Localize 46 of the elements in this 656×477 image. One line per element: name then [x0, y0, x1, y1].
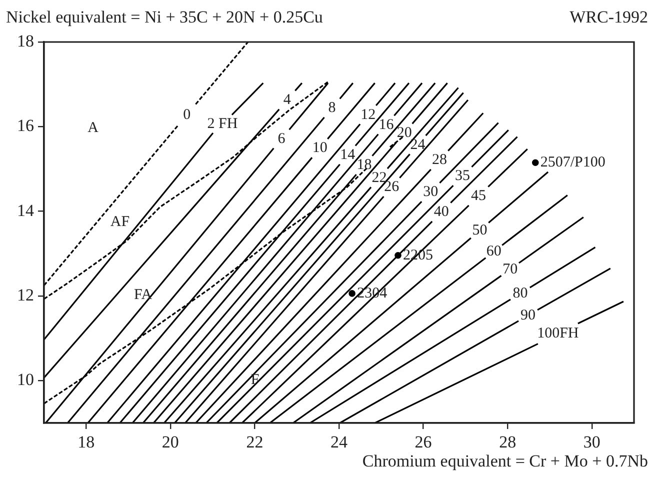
- series-label: 90: [520, 307, 536, 324]
- series-label: 16: [378, 116, 394, 133]
- annotation: AF: [110, 214, 130, 230]
- y-tick-label: 18: [17, 31, 34, 50]
- series-label: 28: [432, 152, 448, 168]
- series-label: 30: [423, 184, 438, 200]
- annotation: 2507/P100: [540, 154, 606, 171]
- series-label: 22: [372, 170, 387, 186]
- y-tick-label: 10: [17, 370, 34, 390]
- x-tick-label: 28: [499, 432, 516, 452]
- series-label: 24: [410, 136, 426, 153]
- series-label: 70: [502, 261, 518, 278]
- y-tick-label: 16: [17, 116, 34, 136]
- series-label: 50: [472, 222, 488, 238]
- series-label: 4: [283, 92, 292, 108]
- x-tick-label: 18: [78, 432, 95, 452]
- series-label: 10: [312, 140, 328, 156]
- series-label: 20: [396, 124, 412, 141]
- chart-title: WRC-1992: [570, 7, 648, 26]
- series-label: 60: [486, 243, 502, 260]
- series-label: 8: [328, 100, 336, 116]
- series-label: 14: [340, 146, 356, 163]
- series-label: 40: [434, 204, 449, 220]
- series-label: 26: [384, 179, 400, 196]
- series-label: 100FH: [537, 326, 579, 342]
- x-tick-label: 22: [246, 432, 264, 452]
- x-tick-label: 20: [162, 432, 179, 452]
- point: [348, 290, 356, 297]
- series-label: 12: [360, 106, 376, 123]
- x-axis-title: Chromium equivalent = Cr + Mo + 0.7Nb: [362, 451, 648, 470]
- annotation: A: [88, 120, 99, 136]
- y-axis-title: Nickel equivalent = Ni + 35C + 20N + 0.25Cu: [6, 7, 324, 26]
- x-tick-label: 30: [583, 432, 600, 452]
- series-label: 45: [470, 188, 486, 204]
- series-label: 80: [512, 285, 528, 302]
- x-tick-label: 24: [330, 432, 348, 452]
- series-label: 18: [356, 157, 372, 174]
- y-tick-label: 14: [17, 200, 34, 220]
- series-label: 6: [278, 130, 286, 147]
- series-label: 0: [183, 106, 191, 123]
- x-tick-label: 26: [414, 432, 432, 452]
- series-label: 2 FH: [207, 116, 238, 132]
- series-label: 35: [454, 168, 470, 184]
- annotation: FA: [134, 286, 152, 303]
- point: [532, 159, 539, 166]
- y-tick-label: 12: [17, 285, 34, 304]
